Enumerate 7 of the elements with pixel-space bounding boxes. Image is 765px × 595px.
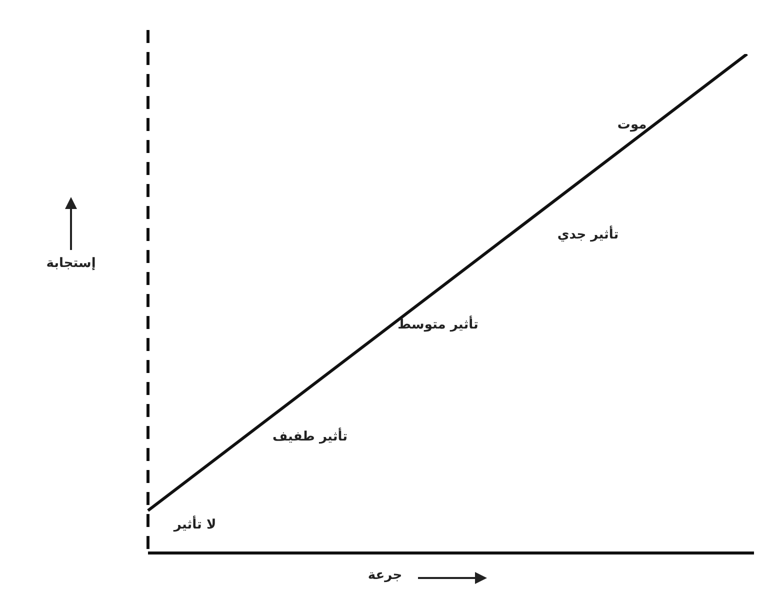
annotation: تأثير متوسط: [398, 315, 478, 332]
annotation: تأثير جدي: [557, 225, 619, 242]
y-axis-title: إستجابة: [45, 256, 97, 271]
annotation: لا تأثير: [172, 515, 216, 532]
annotation: تأثير طفيف: [272, 427, 348, 444]
x-axis-title: جرعة: [366, 568, 404, 583]
annotation: موت: [617, 117, 647, 132]
